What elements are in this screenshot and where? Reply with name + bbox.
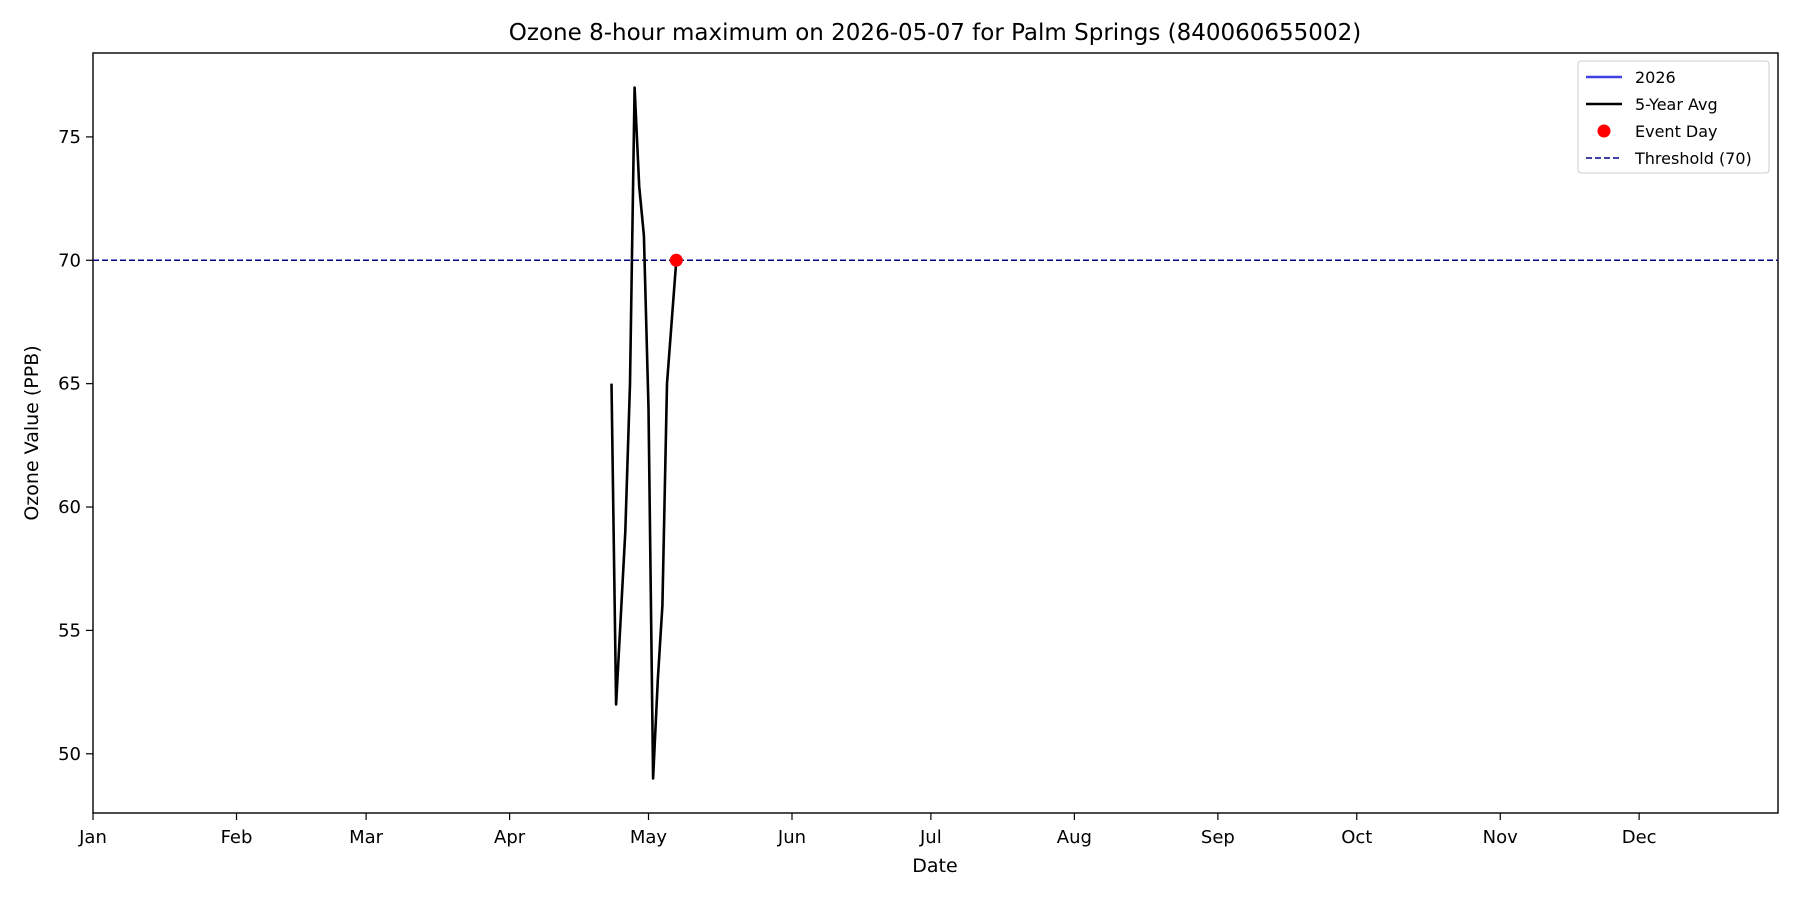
x-tick-label: Feb xyxy=(221,827,253,848)
legend-item-threshold: Threshold (70) xyxy=(1586,149,1752,168)
legend-label: 5-Year Avg xyxy=(1635,95,1718,114)
x-tick-label: Jun xyxy=(777,827,806,848)
event-day-marker xyxy=(669,253,683,267)
x-tick-label: Dec xyxy=(1622,827,1657,848)
x-tick-label: Aug xyxy=(1057,827,1092,848)
legend-label: Threshold (70) xyxy=(1634,149,1752,168)
x-tick-label: Mar xyxy=(349,827,384,848)
y-tick-label: 60 xyxy=(58,497,81,518)
x-tick-label: Sep xyxy=(1201,827,1235,848)
y-tick-label: 65 xyxy=(58,374,81,395)
y-tick-label: 55 xyxy=(58,620,81,641)
x-tick-label: Apr xyxy=(494,827,526,848)
chart-title: Ozone 8-hour maximum on 2026-05-07 for P… xyxy=(509,20,1361,46)
legend-swatch xyxy=(1597,124,1611,138)
x-tick-label: Jul xyxy=(919,827,942,848)
legend-item-event-day: Event Day xyxy=(1597,122,1718,141)
legend-item-2026: 2026 xyxy=(1586,68,1676,87)
legend-box xyxy=(1577,60,1770,174)
legend-item-5-year-avg: 5-Year Avg xyxy=(1586,95,1718,114)
x-tick-label: May xyxy=(630,827,668,848)
y-tick-label: 75 xyxy=(58,127,81,148)
y-tick-label: 70 xyxy=(58,250,81,271)
x-axis-title: Date xyxy=(912,855,957,877)
legend-label: Event Day xyxy=(1635,122,1718,141)
legend-label: 2026 xyxy=(1635,68,1676,87)
series-line-1 xyxy=(610,86,678,780)
x-tick-label: Nov xyxy=(1483,827,1518,848)
plot-frame xyxy=(92,52,1779,814)
y-tick-label: 50 xyxy=(58,744,81,765)
legend: 2026 5-Year Avg Event Day Threshold (70) xyxy=(1577,60,1770,174)
x-tick-label: Oct xyxy=(1341,827,1372,848)
x-tick-label: Jan xyxy=(78,827,107,848)
y-axis-title: Ozone Value (PPB) xyxy=(21,345,43,520)
